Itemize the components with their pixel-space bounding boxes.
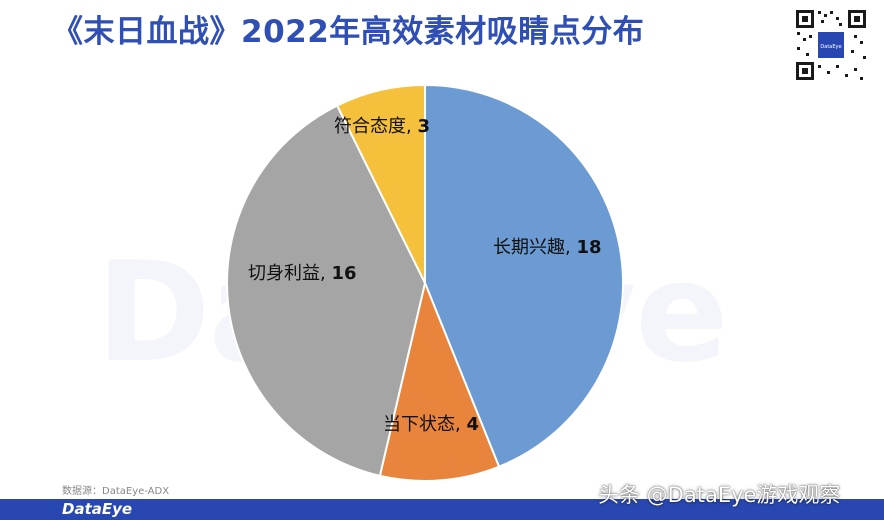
slice-label-1: 长期兴趣, 18: [493, 237, 602, 258]
pie-slice-4: [335, 83, 426, 284]
pie-slice-3: [226, 104, 427, 477]
data-source-note: 数据源：DataEye-ADX: [62, 486, 170, 497]
credit-watermark: 头条 @DataEye游戏观察: [598, 483, 841, 507]
footer-logo: DataEye: [62, 500, 133, 518]
slice-label-2: 当下状态, 4: [383, 414, 479, 435]
slice-label-3: 切身利益, 16: [248, 263, 357, 284]
slice-label-4: 符合态度, 3: [334, 116, 430, 137]
page-title: 《末日血战》2022年高效素材吸睛点分布: [52, 14, 645, 50]
pie-slice-2: [378, 279, 501, 482]
footer-bar: DataEye: [0, 499, 884, 520]
svg-text:DataEye: DataEye: [820, 44, 841, 50]
pie-slice-1: [424, 83, 624, 468]
qr-code-icon: DataEye: [794, 8, 868, 82]
